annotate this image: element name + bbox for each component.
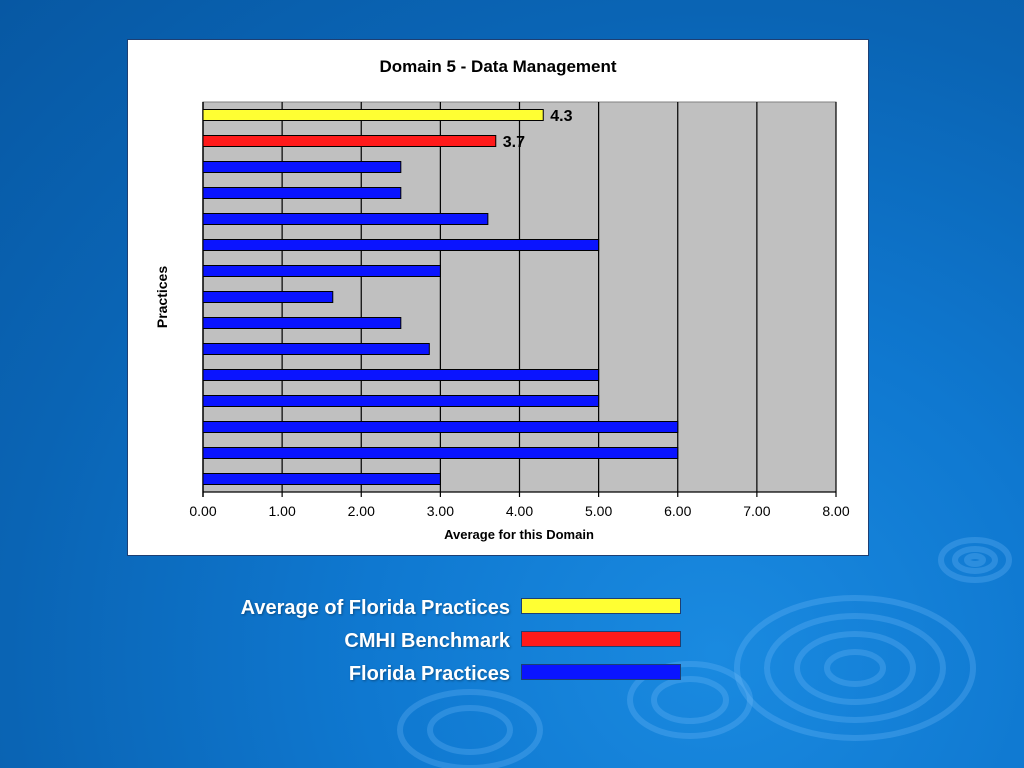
legend-label: Average of Florida Practices [240, 597, 510, 619]
x-axis-label: Average for this Domain [444, 527, 594, 542]
practice-bar [202, 187, 402, 199]
bar-chart: Domain 5 - Data Management 4.3 3.7 0.00 1.… [154, 57, 850, 542]
practice-bar [202, 161, 402, 173]
x-tick-label: 8.00 [822, 503, 849, 519]
x-tick-label: 3.00 [427, 503, 454, 519]
average-bar [202, 109, 544, 121]
chart-panel: Domain 5 - Data Management 4.3 3.7 0.00 1.… [127, 39, 869, 556]
practice-bar [202, 369, 600, 381]
chart-title: Domain 5 - Data Management [379, 57, 616, 76]
practice-bar [202, 421, 679, 433]
benchmark-bar [202, 135, 497, 147]
bar-data-label: 4.3 [550, 108, 572, 125]
practice-bar [202, 395, 600, 407]
bars [202, 109, 679, 485]
legend-label: Florida Practices [348, 663, 510, 685]
x-tick-labels: 0.00 1.00 2.00 3.00 4.00 5.00 6.00 7.00 8.00 [189, 503, 849, 519]
practice-bar [202, 343, 430, 355]
x-tick-label: 1.00 [269, 503, 296, 519]
practice-bar [202, 239, 600, 251]
legend-swatch-practice [521, 664, 681, 680]
bar-labels: 4.3 3.7 [503, 108, 573, 151]
practice-bar [202, 447, 679, 459]
x-tick-label: 2.00 [348, 503, 375, 519]
practice-bar [202, 265, 441, 277]
x-tick-label: 5.00 [585, 503, 612, 519]
practice-bar [202, 473, 441, 485]
legend-swatch-benchmark [521, 631, 681, 647]
bar-data-label: 3.7 [503, 134, 525, 151]
y-axis-label: Practices [154, 266, 170, 328]
practice-bar [202, 213, 489, 225]
x-tick-label: 4.00 [506, 503, 533, 519]
legend-label: CMHI Benchmark [344, 630, 510, 652]
legend-swatch-average [521, 598, 681, 614]
x-tick-label: 6.00 [664, 503, 691, 519]
practice-bar [202, 317, 402, 329]
x-tick-label: 0.00 [189, 503, 216, 519]
practice-bar [202, 291, 334, 303]
x-tick-label: 7.00 [743, 503, 770, 519]
